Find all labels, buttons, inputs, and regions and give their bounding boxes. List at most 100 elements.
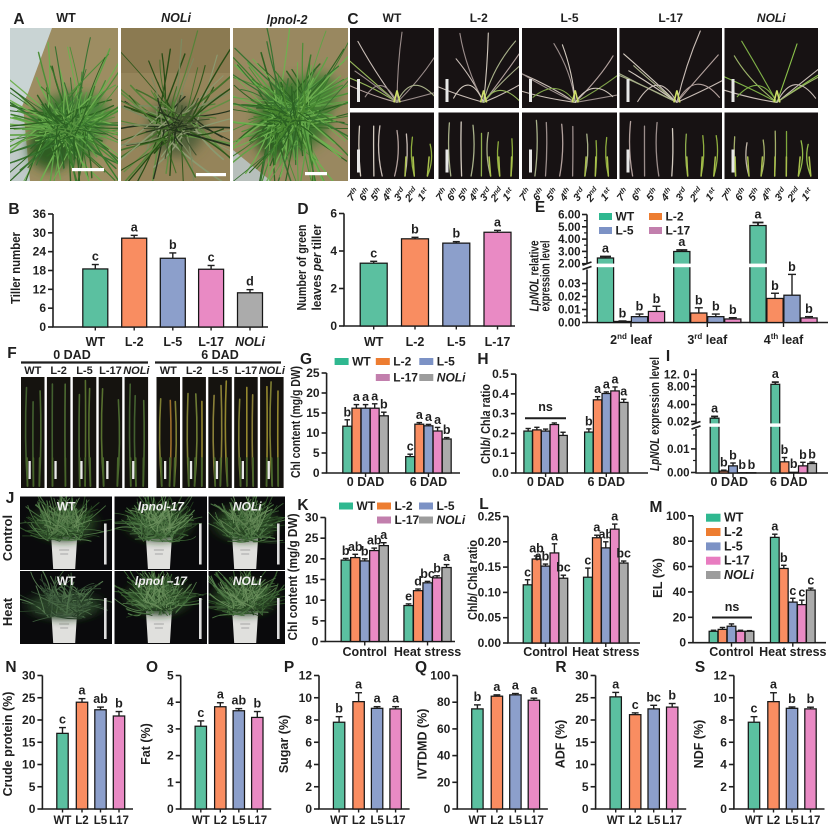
svg-text:H: H xyxy=(477,351,488,368)
svg-text:0.01: 0.01 xyxy=(558,305,581,317)
svg-text:a: a xyxy=(711,401,719,415)
svg-text:WT: WT xyxy=(724,511,744,525)
svg-text:WT: WT xyxy=(468,815,486,827)
svg-text:0.05: 0.05 xyxy=(478,611,502,625)
svg-text:L-2: L-2 xyxy=(470,11,488,25)
svg-text:5: 5 xyxy=(312,614,319,628)
svg-text:WT: WT xyxy=(86,335,106,349)
svg-text:L2: L2 xyxy=(75,815,88,827)
svg-text:0.00: 0.00 xyxy=(478,636,502,650)
svg-text:a: a xyxy=(494,215,502,229)
svg-text:L2: L2 xyxy=(352,815,365,827)
svg-text:4: 4 xyxy=(720,758,727,772)
svg-text:a: a xyxy=(594,382,602,396)
svg-text:10: 10 xyxy=(299,691,313,705)
svg-text:LpNOL expression level: LpNOL expression level xyxy=(648,357,662,471)
svg-text:M: M xyxy=(650,499,663,516)
svg-text:0: 0 xyxy=(29,802,36,816)
svg-text:0: 0 xyxy=(444,802,451,816)
svg-text:4: 4 xyxy=(167,695,174,709)
svg-text:b: b xyxy=(729,303,737,317)
svg-text:25: 25 xyxy=(22,691,36,705)
svg-text:L-17: L-17 xyxy=(235,365,258,377)
svg-text:Heat: Heat xyxy=(0,597,15,626)
svg-text:b: b xyxy=(474,690,482,704)
svg-text:a: a xyxy=(355,678,363,692)
svg-text:L-5: L-5 xyxy=(76,365,93,377)
svg-text:c: c xyxy=(524,565,531,579)
svg-text:30: 30 xyxy=(33,226,47,240)
svg-text:L5: L5 xyxy=(232,815,246,827)
svg-text:b: b xyxy=(712,300,720,314)
svg-text:WT: WT xyxy=(383,11,402,25)
svg-text:12: 12 xyxy=(714,669,728,683)
svg-text:c: c xyxy=(789,584,796,598)
svg-text:L-2: L-2 xyxy=(406,335,425,349)
svg-text:WT: WT xyxy=(160,365,177,377)
svg-text:L2: L2 xyxy=(214,815,227,827)
svg-text:0.00: 0.00 xyxy=(667,468,689,480)
svg-text:L-5: L-5 xyxy=(561,11,579,25)
svg-text:4: 4 xyxy=(330,244,337,258)
svg-text:c: c xyxy=(208,250,215,264)
svg-text:b: b xyxy=(585,414,593,428)
svg-text:a: a xyxy=(380,528,388,542)
svg-text:1: 1 xyxy=(167,775,174,789)
svg-text:O: O xyxy=(146,659,158,676)
svg-text:WT: WT xyxy=(364,335,384,349)
svg-text:3rd leaf: 3rd leaf xyxy=(687,332,728,347)
svg-text:25: 25 xyxy=(305,531,319,545)
svg-text:12. 0: 12. 0 xyxy=(664,369,690,381)
svg-text:12: 12 xyxy=(299,669,313,683)
svg-text:0.4: 0.4 xyxy=(492,387,509,401)
svg-text:Chlb/ Chla ratio: Chlb/ Chla ratio xyxy=(466,540,480,620)
svg-text:6: 6 xyxy=(330,207,337,221)
svg-text:30: 30 xyxy=(305,511,319,525)
svg-text:0: 0 xyxy=(313,466,320,480)
svg-text:20: 20 xyxy=(306,386,320,400)
svg-text:b: b xyxy=(738,458,746,472)
svg-text:E: E xyxy=(535,199,545,216)
svg-text:4th leaf: 4th leaf xyxy=(764,332,804,347)
svg-text:b: b xyxy=(799,448,807,462)
svg-text:a: a xyxy=(425,410,433,424)
svg-text:a: a xyxy=(79,684,87,698)
svg-text:J: J xyxy=(6,490,15,507)
svg-text:WT: WT xyxy=(54,815,72,827)
svg-text:b: b xyxy=(343,405,351,419)
svg-text:ns: ns xyxy=(538,400,553,414)
svg-text:6 DAD: 6 DAD xyxy=(770,475,808,489)
svg-text:WT: WT xyxy=(352,355,371,369)
svg-text:c: c xyxy=(807,574,814,588)
svg-text:L5: L5 xyxy=(785,815,799,827)
svg-text:b: b xyxy=(433,561,441,575)
svg-text:0.20: 0.20 xyxy=(478,535,502,549)
svg-text:I: I xyxy=(666,348,670,365)
svg-text:R: R xyxy=(555,659,566,676)
svg-text:e: e xyxy=(405,589,412,603)
svg-text:ab: ab xyxy=(232,694,247,708)
svg-text:b: b xyxy=(695,293,703,307)
svg-text:3: 3 xyxy=(167,722,174,736)
svg-text:Sugar (%): Sugar (%) xyxy=(277,715,291,773)
svg-text:10: 10 xyxy=(306,426,320,440)
svg-text:NOLi: NOLi xyxy=(437,371,466,385)
svg-text:a: a xyxy=(612,372,620,386)
svg-text:L-2: L-2 xyxy=(395,499,413,513)
svg-text:b: b xyxy=(115,697,123,711)
svg-text:6.00: 6.00 xyxy=(558,210,580,222)
svg-text:L-2: L-2 xyxy=(186,365,203,377)
svg-text:A: A xyxy=(13,11,24,28)
svg-text:b: b xyxy=(411,222,419,236)
svg-text:b: b xyxy=(380,398,388,412)
svg-text:Heat stress: Heat stress xyxy=(572,645,639,659)
svg-text:P: P xyxy=(284,659,294,676)
svg-text:10: 10 xyxy=(714,691,728,705)
svg-text:a: a xyxy=(493,680,501,694)
svg-text:a: a xyxy=(612,677,620,691)
svg-text:b: b xyxy=(808,448,816,462)
svg-text:L17: L17 xyxy=(386,815,406,827)
svg-text:0 DAD: 0 DAD xyxy=(347,475,385,489)
svg-text:a: a xyxy=(678,235,686,249)
svg-text:Fat (%): Fat (%) xyxy=(139,723,153,765)
